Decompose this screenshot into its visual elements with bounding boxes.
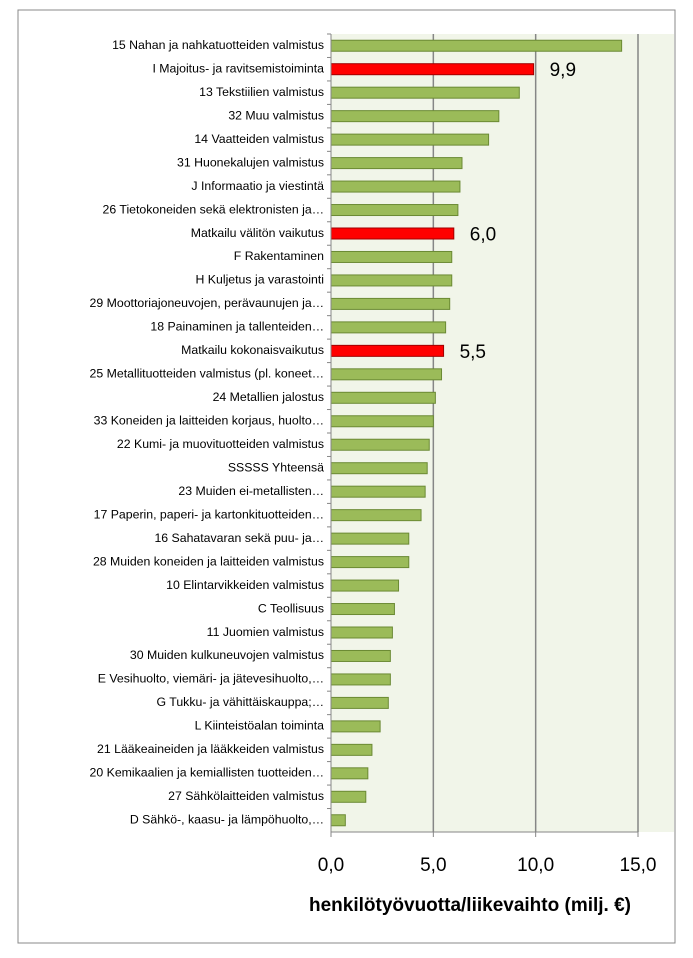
bar bbox=[330, 696, 389, 709]
y-tick-label: SSSSS Yhteensä bbox=[228, 460, 324, 474]
y-tick-label: 31 Huonekalujen valmistus bbox=[177, 155, 324, 169]
y-tick-label: 33 Koneiden ja laitteiden korjaus, huolt… bbox=[94, 414, 324, 428]
bar bbox=[330, 368, 443, 381]
bar bbox=[330, 250, 453, 263]
x-tick-label: 10,0 bbox=[517, 855, 554, 876]
y-tick-label: 23 Muiden ei-metallisten… bbox=[178, 484, 324, 498]
y-tick-label: 15 Nahan ja nahkatuotteiden valmistus bbox=[112, 38, 324, 52]
y-tick-label: 24 Metallien jalostus bbox=[213, 390, 324, 404]
y-tick-label: 13 Tekstiilien valmistus bbox=[199, 85, 324, 99]
y-tick-label: I Majoitus- ja ravitsemistoiminta bbox=[152, 61, 324, 75]
y-tick-label: 10 Elintarvikkeiden valmistus bbox=[166, 578, 324, 592]
bar bbox=[330, 814, 346, 827]
y-tick-label: J Informaatio ja viestintä bbox=[191, 179, 324, 193]
bar bbox=[330, 438, 430, 451]
bar bbox=[330, 720, 381, 733]
bar bbox=[330, 227, 455, 240]
y-tick-label: H Kuljetus ja varastointi bbox=[196, 273, 325, 287]
x-tick-label: 0,0 bbox=[318, 855, 344, 876]
y-tick-label: C Teollisuus bbox=[258, 601, 324, 615]
bar bbox=[330, 344, 445, 357]
bar bbox=[330, 274, 453, 287]
y-tick-label: 18 Painaminen ja tallenteiden… bbox=[150, 320, 324, 334]
x-tick-label: 15,0 bbox=[620, 855, 657, 876]
bar bbox=[330, 790, 367, 803]
y-tick-label: 27 Sähkölaitteiden valmistus bbox=[168, 789, 324, 803]
bar bbox=[330, 626, 393, 639]
y-tick-label: D Sähkö-, kaasu- ja lämpöhuolto,… bbox=[130, 813, 324, 827]
y-tick-label: 21 Lääkeaineiden ja lääkkeiden valmistus bbox=[97, 742, 324, 756]
y-tick-label: 28 Muiden koneiden ja laitteiden valmist… bbox=[93, 554, 324, 568]
y-tick-label: G Tukku- ja vähittäiskauppa;… bbox=[157, 695, 324, 709]
plot-area bbox=[331, 34, 674, 832]
bar bbox=[330, 532, 410, 545]
bar bbox=[330, 673, 391, 686]
bar bbox=[330, 157, 463, 170]
bar bbox=[330, 556, 410, 569]
bar bbox=[330, 415, 434, 428]
value-label: 9,9 bbox=[550, 60, 576, 81]
y-tick-label: 30 Muiden kulkuneuvojen valmistus bbox=[130, 648, 324, 662]
y-tick-label: 16 Sahatavaran sekä puu- ja… bbox=[154, 531, 324, 545]
bar bbox=[330, 767, 369, 780]
y-tick-label: 26 Tietokoneiden sekä elektronisten ja… bbox=[103, 202, 324, 216]
bar bbox=[330, 391, 436, 404]
bar bbox=[330, 649, 391, 662]
y-tick-label: Matkailu välitön vaikutus bbox=[191, 226, 324, 240]
bar bbox=[330, 603, 395, 616]
y-tick-label: F Rakentaminen bbox=[234, 249, 324, 263]
bar bbox=[330, 297, 451, 310]
bar bbox=[330, 133, 490, 146]
bar bbox=[330, 110, 500, 123]
x-tick-label: 5,0 bbox=[420, 855, 446, 876]
bar bbox=[330, 321, 447, 334]
y-tick-label: L Kiinteistöalan toiminta bbox=[195, 719, 325, 733]
bar bbox=[330, 39, 623, 52]
bar bbox=[330, 204, 459, 217]
y-tick-label: 17 Paperin, paperi- ja kartonkituotteide… bbox=[94, 507, 324, 521]
value-label: 5,5 bbox=[460, 342, 486, 363]
bar bbox=[330, 743, 373, 756]
y-tick-label: 32 Muu valmistus bbox=[228, 108, 324, 122]
bar bbox=[330, 509, 422, 522]
y-tick-label: 29 Moottoriajoneuvojen, perävaunujen ja… bbox=[90, 296, 324, 310]
y-tick-label: Matkailu kokonaisvaikutus bbox=[181, 343, 324, 357]
y-tick-label: 20 Kemikaalien ja kemiallisten tuotteide… bbox=[90, 766, 324, 780]
bar bbox=[330, 485, 426, 498]
bar bbox=[330, 86, 520, 99]
bar bbox=[330, 579, 400, 592]
bar bbox=[330, 63, 535, 76]
y-tick-label: E Vesihuolto, viemäri- ja jätevesihuolto… bbox=[98, 672, 324, 686]
y-tick-label: 14 Vaatteiden valmistus bbox=[194, 132, 324, 146]
value-label: 6,0 bbox=[470, 225, 496, 246]
y-tick-label: 22 Kumi- ja muovituotteiden valmistus bbox=[117, 437, 324, 451]
bar bbox=[330, 180, 461, 193]
bar bbox=[330, 462, 428, 475]
x-axis-title: henkilötyövuotta/liikevaihto (milj. €) bbox=[309, 895, 631, 916]
y-tick-label: 25 Metallituotteiden valmistus (pl. kone… bbox=[90, 367, 324, 381]
y-tick-label: 11 Juomien valmistus bbox=[207, 625, 324, 639]
